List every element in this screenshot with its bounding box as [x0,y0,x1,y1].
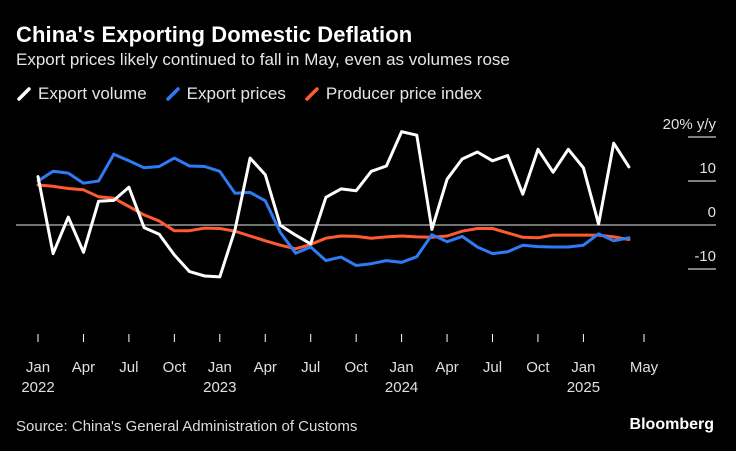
y-tick-label: -10 [694,248,716,265]
x-tick-label: Jul [483,359,502,376]
series-line-export-volume [36,130,631,279]
x-tick-label: Oct [526,359,550,376]
x-tick-year-label: 2022 [21,379,54,396]
x-tick-year-label: 2023 [203,379,236,396]
legend-swatch-export-volume [17,87,31,101]
legend-item-producer-price-index: Producer price index [304,84,482,104]
bloomberg-logo: Bloomberg [629,416,714,433]
x-tick-label: Jan [208,359,232,376]
legend-label-producer-price-index: Producer price index [325,84,482,103]
y-tick-label: 20% y/y [663,116,717,133]
x-tick-label: Jul [119,359,138,376]
chart-title: China's Exporting Domestic Deflation [16,22,413,47]
x-tick-label: May [630,359,659,376]
x-tick-label: Apr [72,359,95,376]
legend-label-export-prices: Export prices [186,84,286,103]
legend-item-export-prices: Export prices [165,84,286,104]
legend-swatch-producer-price-index [305,87,319,101]
x-tick-year-label: 2025 [567,379,600,396]
x-tick-label: Jul [301,359,320,376]
legend-swatch-export-prices [165,87,180,101]
source-note: Source: China's General Administration o… [16,418,358,435]
x-tick-label: Jan [571,359,595,376]
x-tick-year-label: 2024 [385,379,418,396]
x-tick-label: Oct [344,359,368,376]
legend-label-export-volume: Export volume [38,84,147,103]
chart-subtitle: Export prices likely continued to fall i… [16,50,510,69]
x-tick-label: Oct [163,359,187,376]
y-tick-label: 0 [708,204,716,221]
legend: Export volume Export prices Producer pri… [16,84,500,104]
x-tick-label: Apr [435,359,458,376]
x-tick-label: Apr [254,359,277,376]
legend-item-export-volume: Export volume [16,84,147,104]
x-tick-label: Jan [26,359,50,376]
series-line-export-prices [36,152,631,267]
y-tick-label: 10 [699,160,716,177]
x-tick-label: Jan [390,359,414,376]
